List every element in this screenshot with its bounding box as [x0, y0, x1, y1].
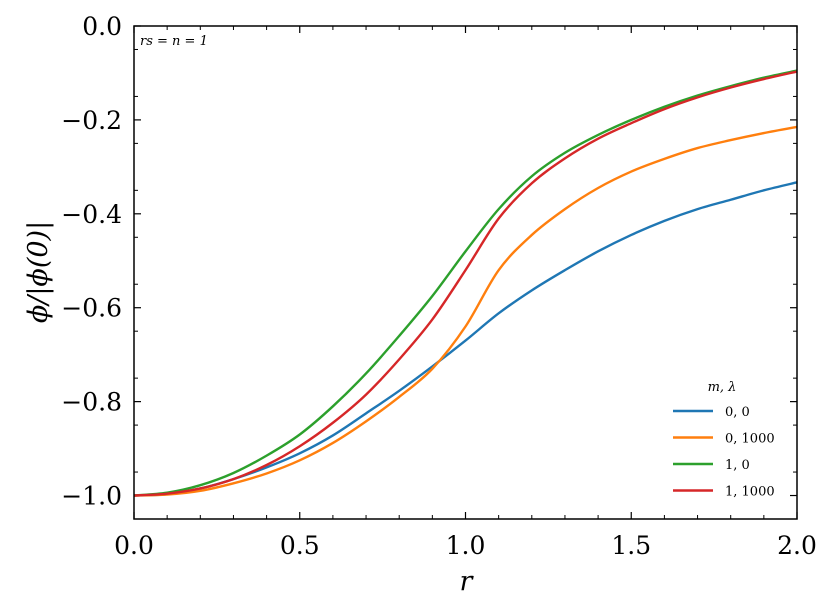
series-line-0 [133, 181, 798, 497]
legend-label-0: 0, 0 [725, 405, 750, 420]
series-line-2 [133, 69, 798, 497]
x-axis-label: r [460, 566, 475, 597]
legend: m, λ 0, 0 0, 1000 1, 0 1, 1000 [673, 380, 775, 500]
series-line-1 [133, 125, 798, 497]
y-tick-label: −0.8 [61, 388, 122, 417]
legend-label-1: 0, 1000 [725, 432, 775, 447]
legend-label-2: 1, 0 [725, 458, 750, 473]
y-tick-label: −1.0 [61, 482, 122, 511]
y-tick-label: −0.4 [61, 200, 122, 229]
legend-items: 0, 0 0, 1000 1, 0 1, 1000 [673, 405, 775, 500]
y-axis-label: ϕ/|ϕ(0)| [23, 221, 54, 323]
plot-frame [133, 25, 798, 520]
y-tick-label: 0.0 [82, 12, 122, 41]
x-tick-label: 0.5 [280, 531, 320, 560]
legend-label-3: 1, 1000 [725, 485, 775, 500]
legend-title: m, λ [708, 380, 737, 395]
x-tick-label: 2.0 [777, 531, 817, 560]
parameter-annotation: rs = n = 1 [140, 34, 208, 49]
ticks-layer: 0.0 0.5 1.0 1.5 2.0 0.0 −0.2 −0.4 −0.6 −0.8 −1.0 [61, 12, 817, 560]
x-tick-label: 1.0 [446, 531, 486, 560]
series-layer [133, 69, 798, 497]
y-tick-label: −0.2 [61, 106, 122, 135]
x-tick-label: 1.5 [611, 531, 651, 560]
y-tick-label: −0.6 [61, 294, 122, 323]
series-line-3 [133, 70, 798, 497]
x-tick-label: 0.0 [114, 531, 154, 560]
